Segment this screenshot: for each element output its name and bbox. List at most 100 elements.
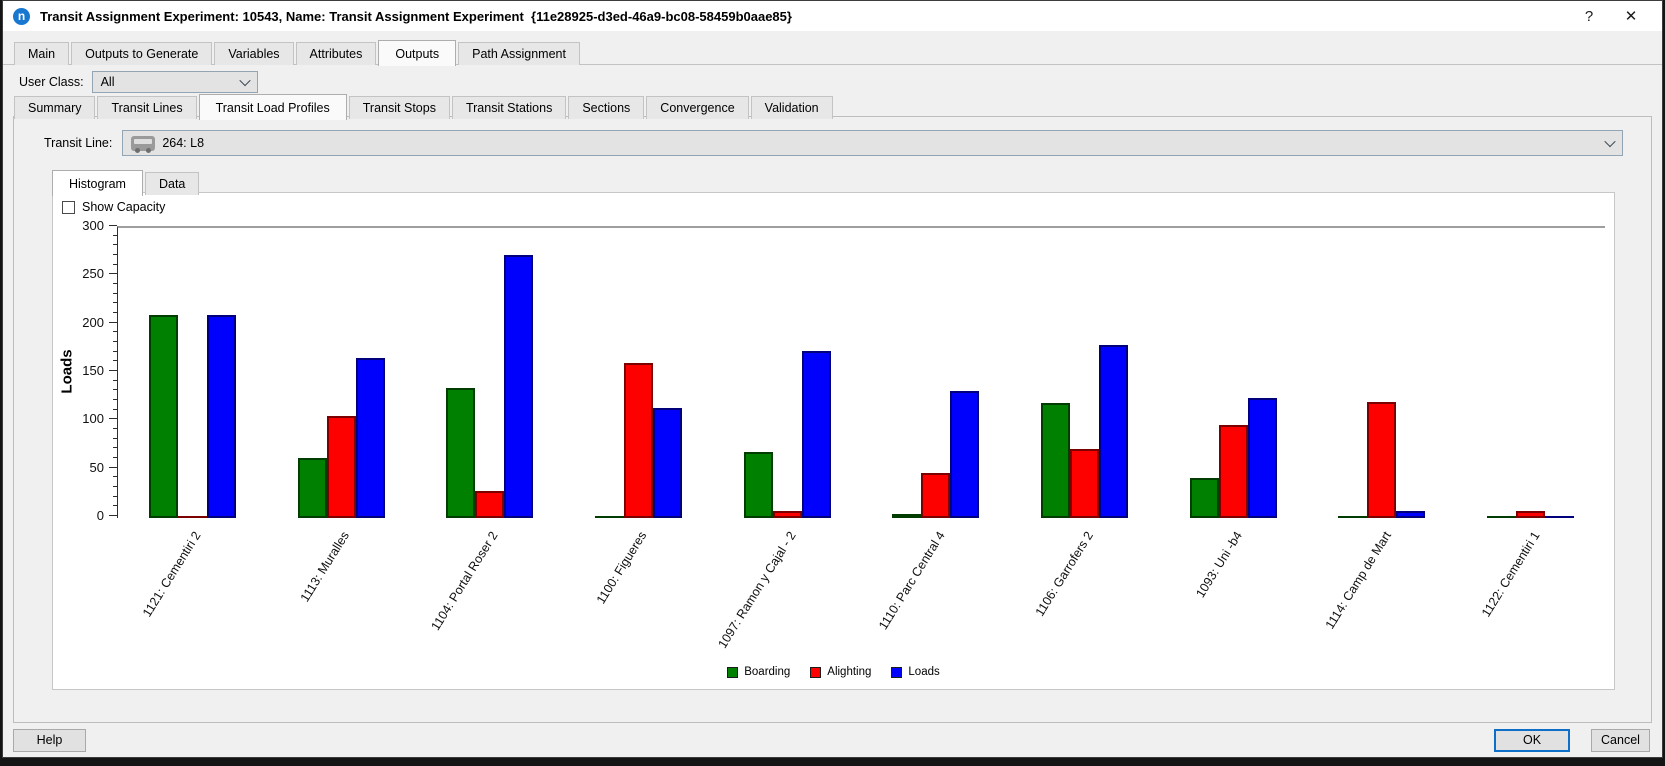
tab-path-assignment[interactable]: Path Assignment [458, 42, 580, 65]
bus-icon [131, 135, 156, 153]
titlebar-help-button[interactable]: ? [1584, 7, 1594, 25]
ok-button[interactable]: OK [1494, 728, 1570, 752]
tab-transit-load-profiles[interactable]: Transit Load Profiles [198, 94, 347, 120]
y-minor-tick [113, 234, 117, 236]
legend-item-boarding: Boarding [727, 666, 790, 678]
tab-sections[interactable]: Sections [568, 96, 645, 119]
y-minor-tick [113, 428, 117, 429]
legend-label-alighting: Alighting [827, 666, 872, 678]
y-minor-tick [113, 476, 117, 478]
y-tick-label: 300 [82, 218, 104, 233]
bar-alighting-1110-parc-central-4 [921, 472, 951, 518]
histogram-plot [117, 226, 1605, 518]
bar-alighting-1114-camp-de-mart [1367, 402, 1397, 518]
close-icon[interactable]: ✕ [1624, 8, 1638, 25]
bar-group-1122-cementiri-1 [1456, 228, 1605, 518]
y-tick-label: 50 [89, 459, 104, 475]
bar-loads-1110-parc-central-4 [950, 391, 980, 518]
bar-loads-1106-garrofers-2 [1099, 344, 1129, 518]
y-tick-label: 100 [82, 411, 104, 427]
tab-histogram[interactable]: Histogram [52, 170, 143, 196]
show-capacity-checkbox[interactable] [62, 200, 75, 214]
x-tick-label-1121-cementiri-2: 1121: Cementiri 2 [139, 529, 204, 620]
window-title: Transit Assignment Experiment: 10543, Na… [40, 8, 792, 24]
bar-boarding-1122-cementiri-1 [1487, 516, 1517, 518]
y-major-tick [109, 370, 117, 371]
y-minor-tick [113, 408, 117, 410]
legend-swatch-loads [891, 666, 903, 678]
x-tick-label-1100-figueres: 1100: Figueres [594, 529, 650, 607]
show-capacity-row: Show Capacity [62, 200, 165, 214]
x-tick-label-1097-ramon-y-cajal-2: 1097: Ramon y Cajal - 2 [715, 529, 799, 651]
tab-outputs[interactable]: Outputs [378, 40, 457, 66]
view-tab-row: Histogram Data [52, 170, 201, 196]
cancel-button[interactable]: Cancel [1591, 728, 1650, 752]
tab-transit-stations[interactable]: Transit Stations [451, 96, 567, 119]
title-bar: n Transit Assignment Experiment: 10543, … [3, 1, 1662, 31]
tab-variables[interactable]: Variables [214, 42, 294, 65]
tab-transit-stops[interactable]: Transit Stops [348, 96, 450, 119]
tab-convergence[interactable]: Convergence [646, 96, 749, 119]
bar-alighting-1106-garrofers-2 [1070, 449, 1100, 518]
y-minor-tick [113, 457, 117, 458]
bar-boarding-1097-ramon-y-cajal-2 [743, 452, 773, 518]
y-major-tick [109, 466, 117, 468]
bar-loads-1100-figueres [652, 407, 682, 518]
y-minor-tick [113, 331, 117, 333]
user-class-row: User Class: All [19, 71, 258, 93]
output-tab-bar: Summary Transit Lines Transit Load Profile… [14, 94, 1652, 120]
bar-group-1093-uni-b4 [1159, 228, 1308, 518]
y-minor-tick [113, 505, 117, 507]
y-major-tick [109, 273, 117, 275]
bar-group-1121-cementiri-2 [118, 228, 267, 518]
tab-transit-lines[interactable]: Transit Lines [97, 96, 197, 119]
legend-item-loads: Loads [891, 666, 940, 678]
transit-line-row: Transit Line: 264: L8 [44, 130, 1623, 156]
bar-loads-1104-portal-roser-2 [504, 255, 534, 518]
bar-boarding-1113-muralles [297, 458, 327, 518]
bar-group-1113-muralles [267, 228, 416, 518]
chart-legend: Boarding Alighting Loads [53, 666, 1614, 678]
legend-label-boarding: Boarding [744, 666, 791, 678]
tab-outputs-to-generate[interactable]: Outputs to Generate [71, 42, 213, 65]
main-tab-row: Main Outputs to Generate Variables Attribut… [3, 40, 1662, 66]
tab-summary[interactable]: Summary [14, 96, 96, 119]
y-minor-tick [113, 486, 117, 487]
user-class-select[interactable]: All [91, 71, 258, 93]
y-tick-label: 0 [96, 508, 104, 523]
bar-group-1097-ramon-y-cajal-2 [713, 228, 862, 518]
y-minor-tick [113, 341, 117, 342]
y-major-tick [109, 418, 117, 420]
help-button[interactable]: Help [13, 728, 86, 752]
bar-alighting-1121-cementiri-2 [177, 516, 207, 518]
y-tick-label: 200 [82, 314, 104, 330]
tab-data[interactable]: Data [144, 172, 200, 195]
legend-swatch-alighting [810, 666, 822, 678]
bar-alighting-1104-portal-roser-2 [475, 490, 505, 518]
bar-group-1100-figueres [564, 228, 713, 518]
bar-boarding-1121-cementiri-2 [148, 315, 178, 518]
y-minor-tick [113, 350, 117, 352]
bar-boarding-1093-uni-b4 [1189, 478, 1219, 518]
x-tick-label-1093-uni-b4: 1093: Uni -b4 [1193, 529, 1245, 601]
y-major-tick [109, 321, 117, 323]
y-minor-tick [113, 399, 117, 400]
y-minor-tick [113, 312, 117, 313]
main-tab-bar: Main Outputs to Generate Variables Attribut… [14, 40, 1662, 66]
chevron-down-icon [238, 74, 251, 87]
bar-loads-1122-cementiri-1 [1545, 516, 1575, 518]
show-capacity-label: Show Capacity [82, 200, 166, 214]
bar-alighting-1100-figueres [623, 363, 653, 518]
y-minor-tick [113, 263, 117, 265]
tab-attributes[interactable]: Attributes [295, 42, 377, 65]
bar-loads-1121-cementiri-2 [206, 315, 236, 518]
y-major-tick [109, 515, 117, 516]
tab-main[interactable]: Main [14, 42, 70, 65]
y-tick-label: 150 [82, 363, 104, 378]
legend-swatch-boarding [727, 666, 739, 678]
y-minor-tick [113, 244, 117, 246]
user-class-value: All [100, 75, 115, 89]
tab-validation[interactable]: Validation [750, 96, 833, 119]
transit-line-select[interactable]: 264: L8 [122, 130, 1623, 156]
